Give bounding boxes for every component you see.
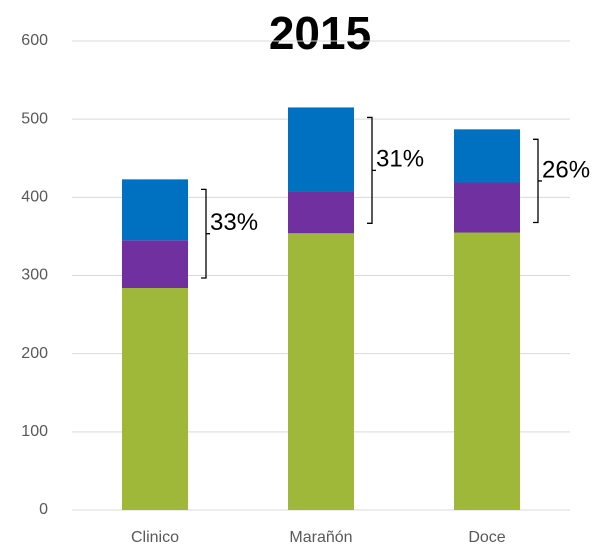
x-tick-label: Marañón xyxy=(289,529,352,546)
y-tick-label: 0 xyxy=(39,501,48,518)
bar-segment xyxy=(288,107,354,192)
y-tick-label: 100 xyxy=(21,423,48,440)
bar-segment xyxy=(122,288,188,510)
y-tick-label: 500 xyxy=(21,110,48,127)
annotation: 33% xyxy=(210,209,258,236)
bar-segment xyxy=(122,240,188,289)
x-tick-label: Clinico xyxy=(131,529,179,546)
y-tick-label: 400 xyxy=(21,189,48,206)
bar-segment xyxy=(122,179,188,241)
bar-segment xyxy=(454,129,520,183)
bracket xyxy=(367,116,376,224)
y-tick-label: 300 xyxy=(21,267,48,284)
x-tick-label: Doce xyxy=(468,529,505,546)
annotation: 26% xyxy=(542,156,590,183)
bracket xyxy=(201,188,210,279)
bar-segment xyxy=(454,182,520,233)
y-tick-label: 600 xyxy=(21,32,48,49)
bar-segment xyxy=(288,233,354,511)
y-tick-label: 200 xyxy=(21,345,48,362)
chart-title: 2015 xyxy=(269,7,371,59)
bracket xyxy=(533,138,542,224)
annotation: 31% xyxy=(376,146,424,173)
bar-segment xyxy=(454,232,520,510)
bar-segment xyxy=(288,191,354,234)
